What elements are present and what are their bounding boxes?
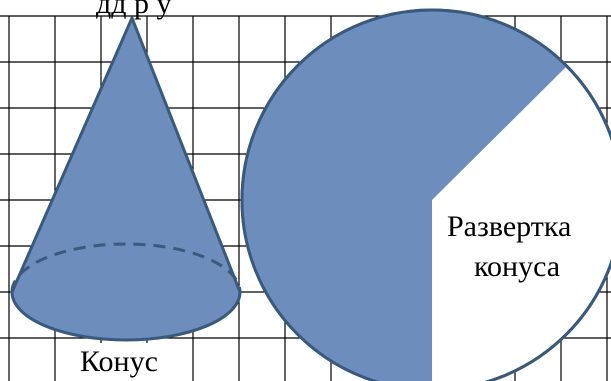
cone-body (10, 16, 242, 342)
development-caption-background (443, 203, 589, 283)
cone-development (240, 8, 611, 381)
cone-caption: Конус (80, 345, 158, 378)
development-caption-line1: Развертка (447, 210, 571, 243)
cone-base-hidden-edge (10, 242, 242, 293)
header-fragment: дд р у (96, 0, 172, 20)
development-caption-line2: конуса (474, 250, 560, 283)
development-circle-edge (240, 8, 611, 381)
development-sector (242, 10, 567, 381)
cone-caption-background (76, 343, 176, 381)
cone (10, 16, 242, 342)
